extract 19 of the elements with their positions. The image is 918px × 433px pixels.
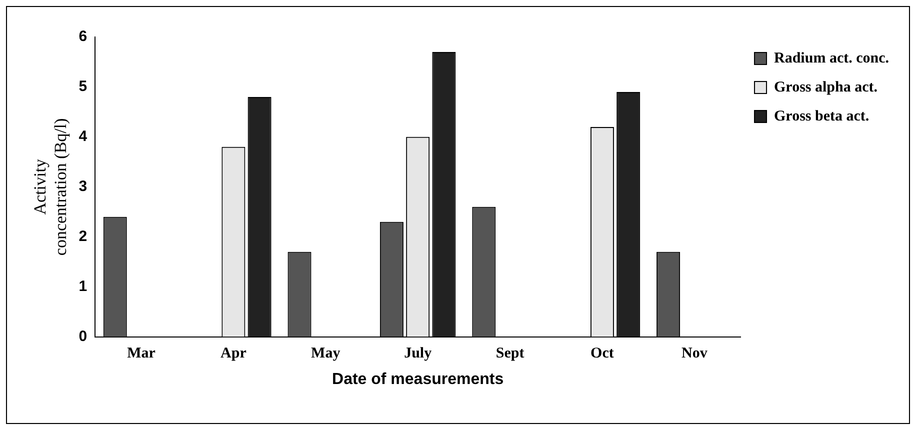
x-tick-label: July: [404, 346, 432, 362]
x-tick-label: Sept: [496, 346, 524, 362]
x-tick-label: Apr: [220, 346, 247, 362]
y-tick-label: 6: [78, 28, 88, 46]
x-tick-label: Nov: [681, 346, 708, 362]
legend-label: Gross beta act.: [774, 108, 870, 124]
y-tick-label: 5: [78, 78, 88, 96]
y-tick-label: 0: [78, 328, 88, 345]
y-tick-label: 2: [78, 228, 88, 246]
x-tick-label: Oct: [590, 346, 614, 362]
x-axis-title: Date of measurements: [332, 370, 504, 388]
x-tick-label: May: [311, 346, 341, 362]
y-tick-label: 1: [78, 278, 88, 295]
y-axis-title: Activity concentration (Bq/l): [30, 118, 70, 256]
legend-label: Radium act. conc.: [774, 50, 890, 66]
legend-label: Gross alpha act.: [774, 79, 878, 96]
y-tick-label: 4: [78, 128, 88, 146]
y-tick-label: 3: [78, 178, 88, 196]
x-tick-label: Mar: [127, 346, 156, 362]
